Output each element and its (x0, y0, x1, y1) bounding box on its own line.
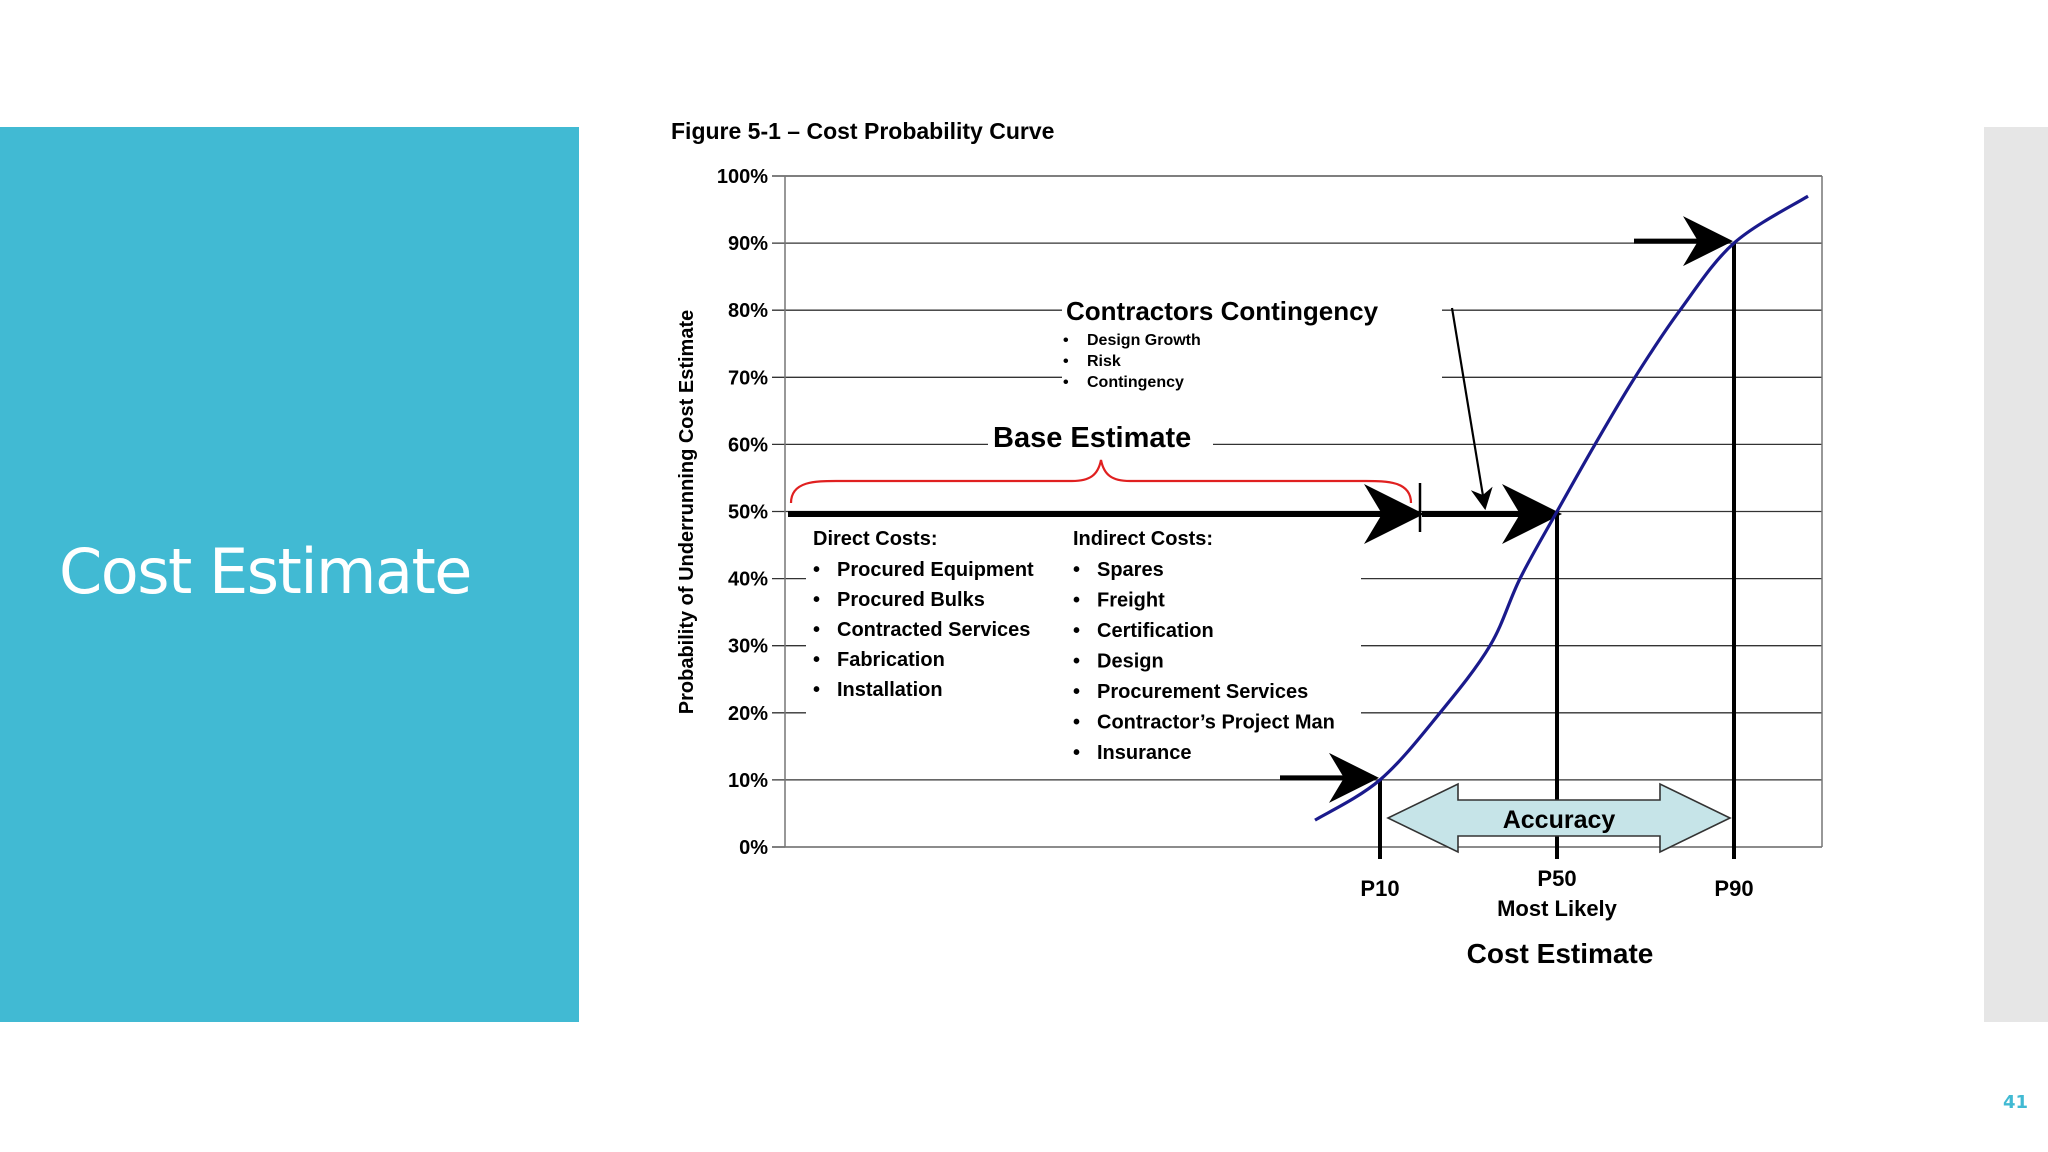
cost-lists-bg (806, 518, 1361, 764)
y-tick-label: 80% (728, 300, 768, 322)
bullet-glyph: • (1063, 374, 1069, 391)
direct-costs-list: • Procured Equipment • Procured Bulks • Contr… (813, 559, 1034, 701)
list-item: Freight (1097, 590, 1165, 612)
percentile-arrows (1280, 216, 1733, 803)
x-axis-label: Cost Estimate (1467, 938, 1654, 969)
list-item: Design Growth (1087, 332, 1201, 349)
y-tick-label: 10% (728, 770, 768, 792)
y-tick-label: 60% (728, 434, 768, 456)
probability-curve (1314, 194, 1809, 822)
title-panel (0, 127, 579, 1022)
list-item: Risk (1087, 353, 1121, 370)
list-item: Contractor’s Project Man (1097, 712, 1335, 734)
bullet-glyph: • (813, 679, 820, 701)
percentile-label-p10: P10 (1360, 876, 1399, 901)
y-tick-labels: 0% 10% 20% 30% 40% 50% 60% 70% 80% 90% 100% (717, 166, 768, 859)
percentile-sublabel: Most Likely (1497, 896, 1618, 921)
bullet-glyph: • (1073, 712, 1080, 734)
bullet-glyph: • (1073, 681, 1080, 703)
list-item: Procured Bulks (837, 589, 985, 611)
right-side-strip (1984, 127, 2048, 1022)
y-tick-label: 90% (728, 233, 768, 255)
list-item: Installation (837, 679, 943, 701)
y-tick-label: 30% (728, 636, 768, 658)
contingency-title: Contractors Contingency (1066, 296, 1379, 326)
accuracy-arrow (1386, 782, 1732, 854)
list-item: Design (1097, 651, 1164, 673)
direct-costs-title: Direct Costs: (813, 528, 937, 550)
bullet-glyph: • (1073, 590, 1080, 612)
contingency-text-bg (1062, 280, 1442, 410)
indirect-costs-title: Indirect Costs: (1073, 528, 1213, 550)
percentile-labels: P10 P50 Most Likely P90 (1360, 866, 1753, 921)
list-item: Insurance (1097, 742, 1191, 764)
base-estimate-text-bg (988, 418, 1213, 458)
bullet-glyph: • (1073, 742, 1080, 764)
y-tick-label: 70% (728, 367, 768, 389)
list-item: Procured Equipment (837, 559, 1034, 581)
slide-title: Cost Estimate (59, 535, 472, 608)
y-tick-label: 0% (739, 837, 768, 859)
bullet-glyph: • (1063, 353, 1069, 370)
y-tick-label: 50% (728, 502, 768, 524)
y-tick-label: 100% (717, 166, 768, 188)
chart-title: Figure 5-1 – Cost Probability Curve (671, 118, 1054, 144)
indirect-costs-list: • Spares • Freight • Certification • Design • Pro… (1073, 559, 1335, 764)
list-item: Fabrication (837, 649, 945, 671)
contingency-pointer (1450, 307, 1493, 511)
y-axis-label: Probability of Underrunning Cost Estimat… (676, 310, 698, 714)
list-item: Contingency (1087, 374, 1184, 391)
accuracy-label: Accuracy (1503, 806, 1616, 834)
percentile-label-p90: P90 (1714, 876, 1753, 901)
bullet-glyph: • (813, 559, 820, 581)
base-estimate-brace (789, 459, 1413, 504)
list-item: Contracted Services (837, 619, 1030, 641)
percentile-label-p50: P50 (1537, 866, 1576, 891)
contingency-list: • Design Growth • Risk • Contingency (1063, 332, 1201, 391)
bullet-glyph: • (813, 619, 820, 641)
bullet-glyph: • (1073, 651, 1080, 673)
bullet-glyph: • (1073, 620, 1080, 642)
list-item: Procurement Services (1097, 681, 1308, 703)
list-item: Certification (1097, 620, 1214, 642)
bullet-glyph: • (1073, 559, 1080, 581)
y-tick-label: 20% (728, 703, 768, 725)
bullet-glyph: • (813, 589, 820, 611)
y-tick-label: 40% (728, 569, 768, 591)
bullet-glyph: • (813, 649, 820, 671)
bullet-glyph: • (1063, 332, 1069, 349)
page-number: 41 (2002, 1092, 2028, 1113)
base-estimate-label: Base Estimate (993, 422, 1191, 454)
list-item: Spares (1097, 559, 1164, 581)
